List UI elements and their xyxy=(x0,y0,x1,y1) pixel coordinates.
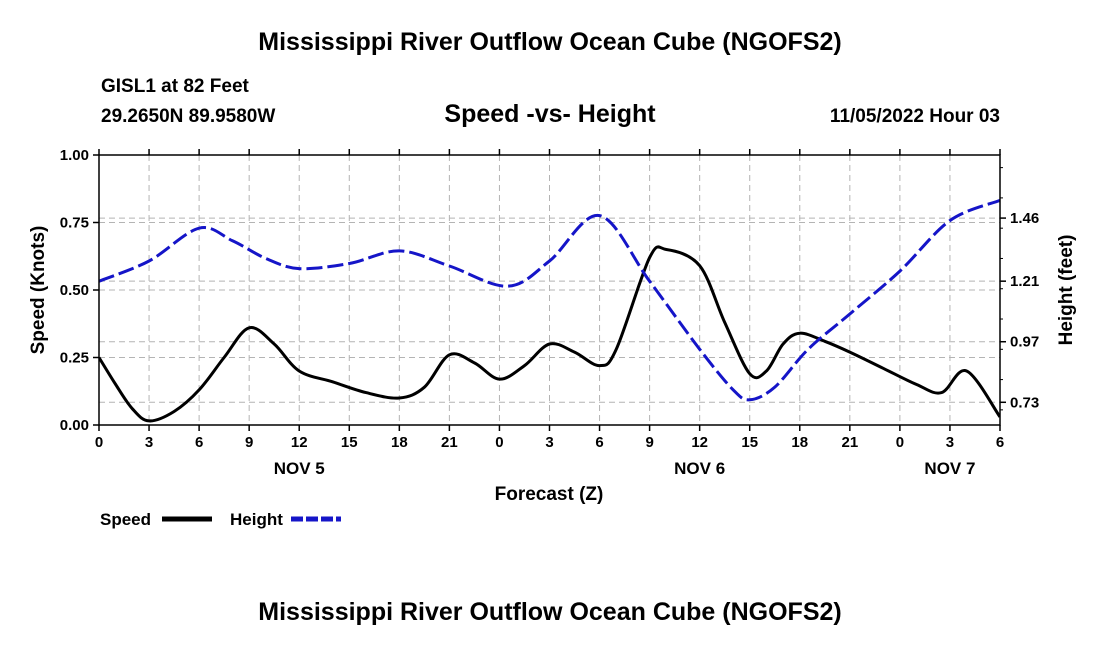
x-tick-label: 0 xyxy=(95,434,103,451)
footer-title: Mississippi River Outflow Ocean Cube (NG… xyxy=(258,598,842,626)
x-tick-label: 0 xyxy=(495,434,503,451)
y2-tick-label: 1.46 xyxy=(1010,210,1039,227)
y2-tick-label: 0.97 xyxy=(1010,334,1039,351)
x-tick-label: 3 xyxy=(946,434,954,451)
legend: Speed Height xyxy=(100,510,341,529)
x-tick-label: 12 xyxy=(291,434,308,451)
y-tick-label: 0.00 xyxy=(60,417,89,434)
chart-main-title: Mississippi River Outflow Ocean Cube (NG… xyxy=(258,28,842,56)
y2-tick-label: 1.21 xyxy=(1010,273,1039,290)
x-tick-label: 6 xyxy=(595,434,603,451)
legend-height-label: Height xyxy=(230,510,283,529)
speed-height-chart: 0 3 6 9 12 15 18 21 0 3 6 9 12 15 18 21 0 3 6 NOV 5 NOV 6 NOV… xyxy=(28,147,1077,529)
x-tick-label: 9 xyxy=(245,434,253,451)
y-tick-label: 0.25 xyxy=(60,350,89,367)
x-tick-label: 6 xyxy=(996,434,1004,451)
coordinates-label: 29.2650N 89.9580W xyxy=(101,106,276,127)
x-tick-label: 21 xyxy=(841,434,858,451)
y-axis-label: Speed (Knots) xyxy=(28,226,49,355)
x-tick-label: 3 xyxy=(145,434,153,451)
x-tick-label: 9 xyxy=(645,434,653,451)
legend-speed-label: Speed xyxy=(100,510,151,529)
forecast-date-label: 11/05/2022 Hour 03 xyxy=(829,106,1000,127)
y2-tick-label: 0.73 xyxy=(1010,394,1039,411)
chart-subtitle: Speed -vs- Height xyxy=(444,100,656,128)
x-day-label: NOV 7 xyxy=(924,459,975,478)
x-tick-label: 15 xyxy=(341,434,358,451)
x-tick-label: 6 xyxy=(195,434,203,451)
x-tick-label: 18 xyxy=(391,434,408,451)
x-axis-label: Forecast (Z) xyxy=(495,484,604,505)
x-tick-label: 21 xyxy=(441,434,458,451)
x-tick-label: 0 xyxy=(896,434,904,451)
y2-axis-label: Height (feet) xyxy=(1056,235,1077,346)
station-label: GISL1 at 82 Feet xyxy=(101,76,249,97)
x-tick-label: 3 xyxy=(545,434,553,451)
x-tick-label: 18 xyxy=(791,434,808,451)
grid-layer xyxy=(99,155,1000,425)
series-layer xyxy=(99,198,1000,423)
x-tick-label: 15 xyxy=(741,434,758,451)
x-day-label: NOV 6 xyxy=(674,459,725,478)
height-series-line xyxy=(99,198,1000,402)
x-day-label: NOV 5 xyxy=(274,459,325,478)
y-tick-label: 1.00 xyxy=(60,147,89,164)
axis-layer: 0 3 6 9 12 15 18 21 0 3 6 9 12 15 18 21 0 3 6 NOV 5 NOV 6 NOV… xyxy=(60,147,1039,478)
y-tick-label: 0.50 xyxy=(60,282,89,299)
y-tick-label: 0.75 xyxy=(60,215,89,232)
x-tick-label: 12 xyxy=(691,434,708,451)
speed-series-line xyxy=(99,245,1000,423)
